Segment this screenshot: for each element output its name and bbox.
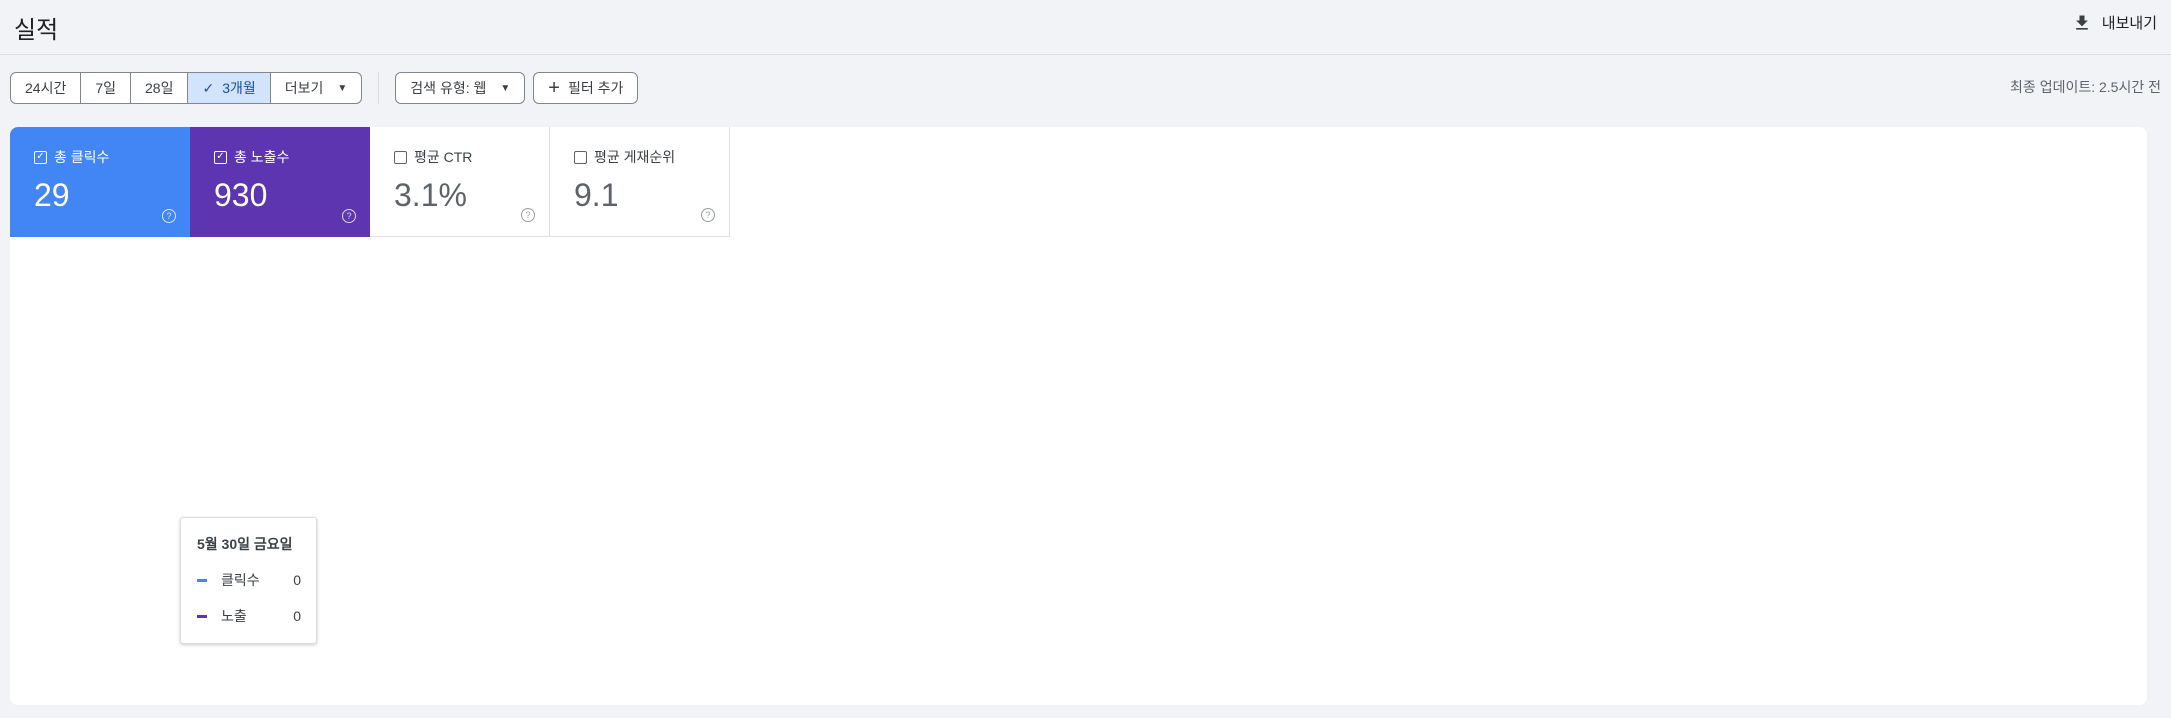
checkbox-unchecked-icon[interactable] bbox=[394, 150, 407, 164]
export-label: 내보내기 bbox=[2101, 15, 2157, 32]
add-filter-label: 필터 추가 bbox=[567, 80, 624, 96]
impressions-swatch bbox=[197, 614, 207, 618]
tooltip-series-value: 0 bbox=[293, 572, 301, 588]
search-type-label: 검색 유형: 웹 bbox=[410, 80, 487, 96]
chart-tooltip: 5월 30일 금요일 클릭수 0 노출 0 bbox=[180, 517, 317, 644]
toolbar-divider bbox=[378, 72, 380, 104]
metric-average-ctr[interactable]: 평균 CTR 3.1% ? bbox=[370, 127, 550, 237]
help-icon[interactable]: ? bbox=[162, 209, 176, 223]
range-3m-button[interactable]: ✓ 3개월 bbox=[188, 73, 271, 103]
help-icon[interactable]: ? bbox=[342, 209, 356, 223]
range-more-dropdown[interactable]: 더보기 ▼ bbox=[271, 73, 362, 103]
tooltip-series-name: 노출 bbox=[221, 608, 247, 624]
range-more-label: 더보기 bbox=[284, 80, 324, 96]
performance-card: ✓ 총 클릭수 29 ? ✓ 총 노출수 930 ? 평균 CTR 3.1% ? 평… bbox=[10, 127, 2147, 705]
download-icon bbox=[2075, 15, 2088, 30]
metric-value: 3.1% bbox=[394, 177, 467, 213]
checkbox-unchecked-icon[interactable] bbox=[574, 150, 587, 164]
last-update-text: 최종 업데이트: 2.5시간 전 bbox=[2010, 79, 2161, 95]
chevron-down-icon: ▼ bbox=[337, 82, 348, 94]
metric-label: 평균 CTR bbox=[414, 149, 473, 165]
export-button[interactable]: 내보내기 bbox=[2072, 12, 2157, 33]
range-3m-label: 3개월 bbox=[222, 80, 256, 96]
checkbox-checked-icon[interactable]: ✓ bbox=[214, 150, 227, 164]
range-24h-button[interactable]: 24시간 bbox=[11, 73, 82, 103]
metric-label: 총 클릭수 bbox=[54, 149, 110, 165]
metric-total-impressions[interactable]: ✓ 총 노출수 930 ? bbox=[190, 127, 370, 237]
metric-average-position[interactable]: 평균 게재순위 9.1 ? bbox=[550, 127, 730, 237]
toolbar: 24시간 7일 28일 ✓ 3개월 더보기 ▼ 검색 유형: 웹 ▼ + 필터 … bbox=[10, 72, 639, 104]
range-28d-button[interactable]: 28일 bbox=[131, 73, 189, 103]
check-icon: ✓ bbox=[202, 79, 215, 96]
clicks-swatch bbox=[197, 578, 207, 582]
add-filter-button[interactable]: + 필터 추가 bbox=[533, 72, 639, 104]
tooltip-series-name: 클릭수 bbox=[221, 572, 260, 588]
help-icon[interactable]: ? bbox=[521, 208, 535, 222]
metric-label: 평균 게재순위 bbox=[594, 149, 676, 165]
date-range-selector: 24시간 7일 28일 ✓ 3개월 더보기 ▼ bbox=[10, 72, 363, 104]
range-7d-button[interactable]: 7일 bbox=[81, 73, 132, 103]
metric-label: 총 노출수 bbox=[234, 149, 290, 165]
tooltip-series-value: 0 bbox=[293, 608, 301, 624]
checkbox-checked-icon[interactable]: ✓ bbox=[34, 150, 47, 164]
metric-value: 9.1 bbox=[574, 177, 619, 213]
help-icon[interactable]: ? bbox=[701, 208, 715, 222]
page-header: 실적 내보내기 bbox=[0, 0, 2171, 55]
page-title: 실적 bbox=[14, 17, 59, 44]
plus-icon: + bbox=[548, 77, 560, 99]
tooltip-date: 5월 30일 금요일 bbox=[197, 536, 293, 552]
tooltip-row-clicks: 클릭수 0 bbox=[197, 570, 301, 590]
metric-total-clicks[interactable]: ✓ 총 클릭수 29 ? bbox=[10, 127, 190, 237]
search-type-dropdown[interactable]: 검색 유형: 웹 ▼ bbox=[395, 72, 526, 104]
metric-value: 29 bbox=[34, 177, 70, 213]
tooltip-row-impressions: 노출 0 bbox=[197, 606, 301, 626]
chevron-down-icon: ▼ bbox=[500, 82, 511, 94]
metric-value: 930 bbox=[214, 177, 268, 213]
